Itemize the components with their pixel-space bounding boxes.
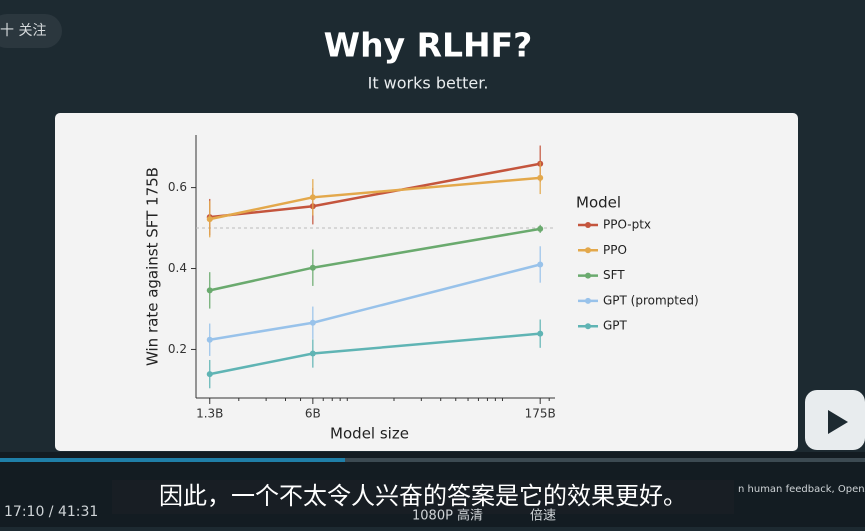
slide-subtitle: It works better. (368, 74, 489, 93)
point (537, 174, 544, 181)
point (206, 216, 213, 223)
legend-label: GPT (603, 319, 628, 333)
caption: 因此，一个不太令人兴奋的答案是它的效果更好。 (159, 482, 687, 510)
source-note: n human feedback, OpenAI, 202 (738, 484, 865, 495)
time: 17:10 / 41:31 (4, 504, 98, 520)
legend-dot (585, 247, 591, 254)
follow-button[interactable]: 十 关注 (0, 23, 46, 39)
x-tick-label: 175B (525, 407, 556, 421)
play-glyph (828, 410, 848, 434)
legend-label: GPT (prompted) (603, 293, 699, 307)
point (309, 264, 316, 271)
y-axis-label: Win rate against SFT 175B (144, 167, 162, 366)
x-tick-label: 1.3B (196, 407, 223, 421)
point (309, 319, 316, 326)
x-axis-label: Model size (330, 425, 409, 443)
legend-dot (585, 297, 591, 304)
point (537, 261, 544, 268)
point (309, 350, 316, 357)
legend-label: PPO-ptx (603, 218, 651, 232)
legend-dot (585, 222, 591, 228)
point (206, 336, 213, 343)
y-tick-label: 0.4 (168, 261, 187, 275)
legend-label: SFT (603, 268, 625, 282)
y-tick-label: 0.2 (168, 342, 187, 356)
point (206, 287, 213, 294)
point (309, 194, 316, 201)
point (206, 371, 213, 378)
y-tick-label: 0.6 (168, 180, 187, 194)
legend-title: Model (576, 194, 621, 212)
legend-dot (585, 323, 591, 330)
progress-rest[interactable] (345, 458, 865, 462)
follow-button-bg[interactable] (0, 14, 62, 48)
slide-card (55, 113, 798, 451)
quality[interactable]: 1080P 高清 (412, 508, 483, 524)
legend-label: PPO (603, 243, 627, 257)
point (537, 330, 544, 337)
progress-played[interactable] (0, 458, 345, 462)
speed[interactable]: 倍速 (530, 509, 556, 524)
x-tick-label: 6B (305, 407, 321, 421)
caption-bg (112, 480, 734, 514)
slide-title: Why RLHF? (324, 26, 533, 65)
point (537, 225, 544, 232)
legend-dot (585, 272, 591, 279)
